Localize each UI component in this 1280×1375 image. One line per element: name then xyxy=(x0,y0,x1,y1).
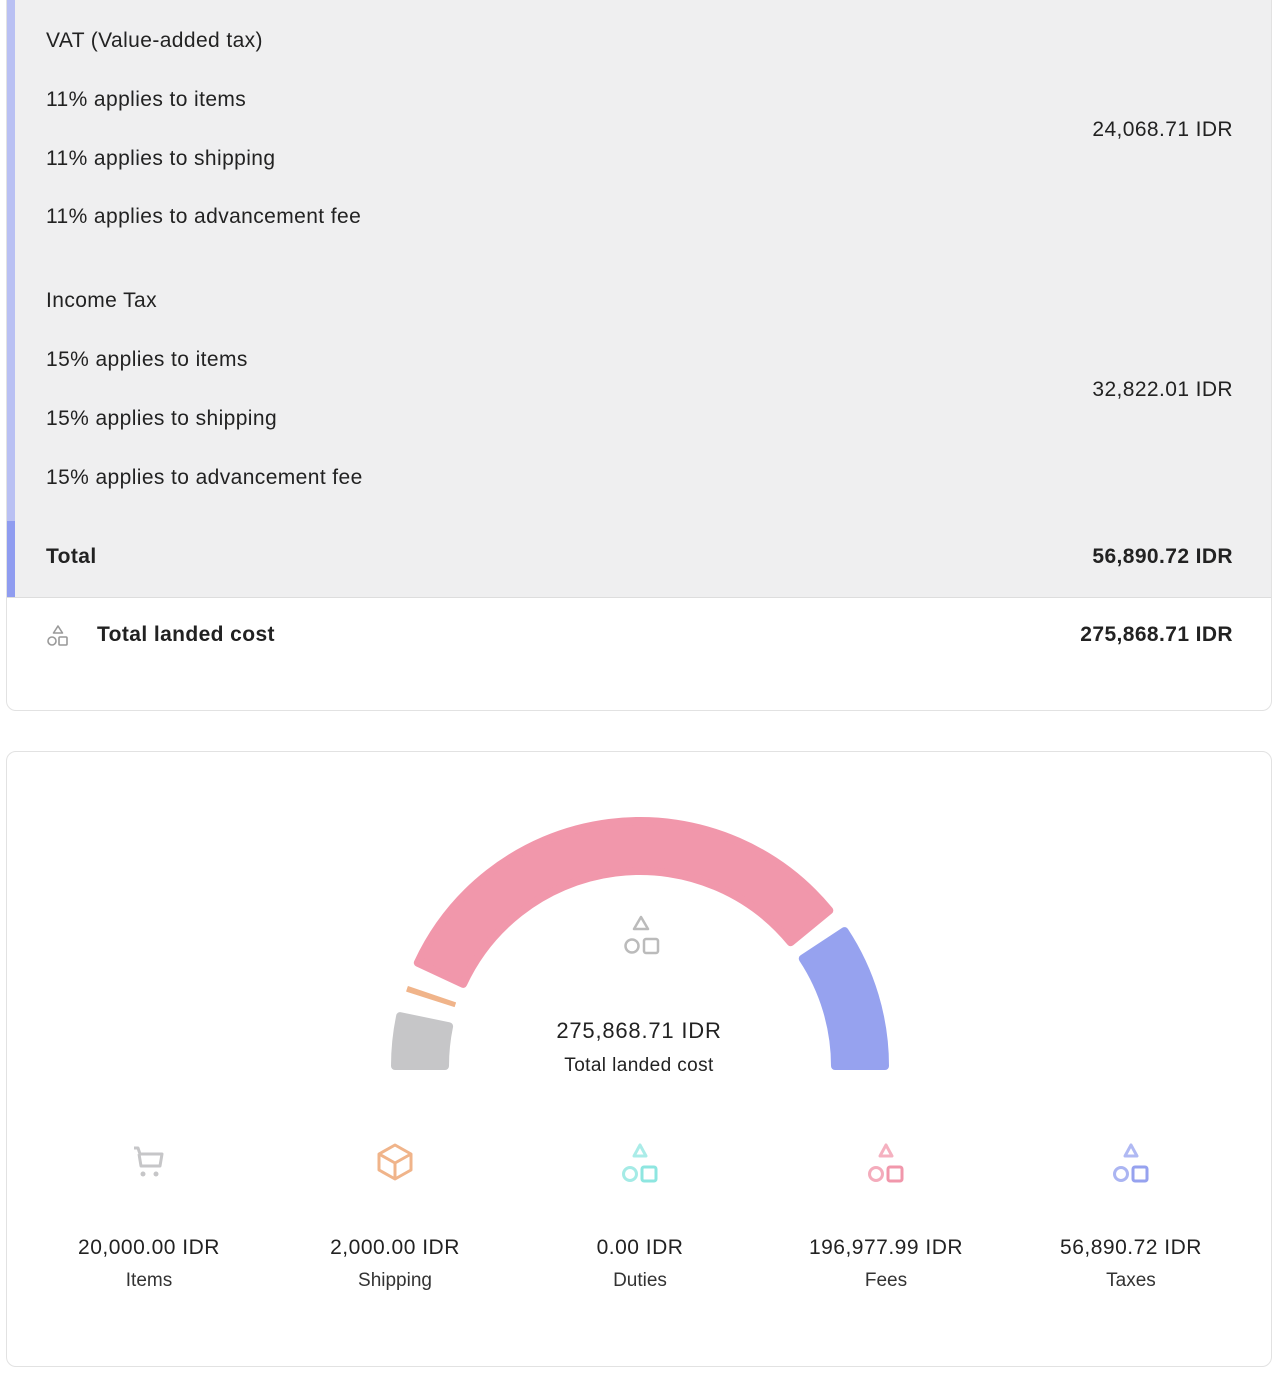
stat-label: Shipping xyxy=(358,1270,432,1291)
tax-breakdown-card: VAT (Value-added tax) 11% applies to ite… xyxy=(6,0,1272,711)
landed-cost-amount: 275,868.71 IDR xyxy=(1080,623,1233,646)
stat-value: 196,977.99 IDR xyxy=(808,1236,964,1259)
gauge-segment-fees[interactable] xyxy=(413,817,834,988)
shapes-icon xyxy=(47,625,68,646)
gauge-center-value: 275,868.71 IDR xyxy=(556,1018,722,1043)
vat-amount: 24,068.71 IDR xyxy=(1092,118,1233,141)
total-label: Total xyxy=(46,545,97,568)
stat-value: 20,000.00 IDR xyxy=(78,1236,220,1259)
income-tax-line: 15% applies to items xyxy=(46,348,248,371)
stat-label: Fees xyxy=(864,1270,908,1291)
stat-value: 56,890.72 IDR xyxy=(1060,1236,1202,1259)
stat-label: Items xyxy=(125,1270,173,1291)
landed-cost-chart-card: 275,868.71 IDR Total landed cost 20,000.… xyxy=(6,751,1272,1367)
income-tax-line: 15% applies to advancement fee xyxy=(46,466,363,489)
income-tax-title: Income Tax xyxy=(46,289,157,312)
gauge-segment-taxes[interactable] xyxy=(798,927,889,1070)
accent-bar xyxy=(7,0,15,521)
stat-label: Duties xyxy=(613,1270,667,1291)
gauge-chart xyxy=(391,817,889,1070)
stat-label: Taxes xyxy=(1106,1270,1156,1291)
stat-duties: 0.00 IDR Duties xyxy=(520,1142,760,1292)
stat-value: 0.00 IDR xyxy=(596,1236,684,1259)
cart-icon xyxy=(29,1142,269,1182)
gauge-center-label: Total landed cost xyxy=(564,1055,714,1076)
taxes-section: VAT (Value-added tax) 11% applies to ite… xyxy=(7,0,1271,598)
vat-line: 11% applies to shipping xyxy=(46,147,276,170)
stat-shipping: 2,000.00 IDR Shipping xyxy=(275,1142,515,1292)
shapes-icon xyxy=(1011,1142,1251,1183)
vat-line: 11% applies to items xyxy=(46,88,247,111)
shapes-icon xyxy=(520,1142,760,1183)
income-tax-amount: 32,822.01 IDR xyxy=(1092,378,1233,401)
vat-title: VAT (Value-added tax) xyxy=(46,29,263,52)
stat-taxes: 56,890.72 IDR Taxes xyxy=(1011,1142,1251,1292)
gauge-segment-shipping[interactable] xyxy=(406,986,457,1008)
vat-line: 11% applies to advancement fee xyxy=(46,205,362,228)
shapes-icon xyxy=(766,1142,1006,1183)
stat-value: 2,000.00 IDR xyxy=(330,1236,460,1259)
stat-items: 20,000.00 IDR Items xyxy=(29,1142,269,1292)
income-tax-line: 15% applies to shipping xyxy=(46,407,278,430)
total-amount: 56,890.72 IDR xyxy=(1092,545,1233,568)
box-icon xyxy=(275,1142,515,1182)
accent-bar-total xyxy=(7,521,15,597)
center-shapes-icon xyxy=(624,915,660,955)
landed-cost-label: Total landed cost xyxy=(97,623,275,646)
stat-fees: 196,977.99 IDR Fees xyxy=(766,1142,1006,1292)
gauge-segment-items[interactable] xyxy=(391,1012,454,1070)
